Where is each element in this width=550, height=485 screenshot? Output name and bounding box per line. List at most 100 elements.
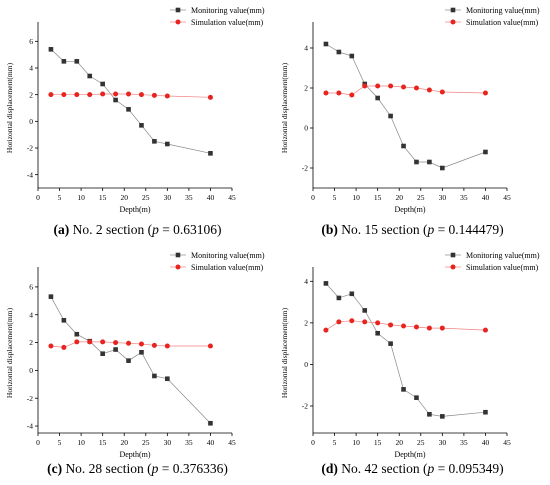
x-tick-label: 35	[460, 193, 468, 202]
caption-panel-label: (a)	[53, 222, 70, 237]
monitoring-point	[375, 330, 380, 336]
monitoring-point	[61, 59, 67, 64]
monitoring-point	[165, 376, 170, 382]
legend-label: Simulation value(mm)	[191, 263, 264, 272]
x-tick-label: 10	[77, 438, 85, 447]
simulation-point	[100, 339, 106, 345]
simulation-point	[439, 325, 445, 331]
simulation-point	[362, 83, 368, 89]
caption-section: No. 2 section (	[72, 222, 153, 237]
simulation-point	[349, 318, 355, 324]
caption-p-symbol: p	[427, 222, 435, 237]
x-tick-label: 25	[417, 193, 425, 202]
y-tick-label: 0	[304, 124, 308, 133]
simulation-point	[113, 91, 119, 97]
monitoring-point	[165, 141, 170, 147]
x-axis-title: Depth(m)	[119, 450, 150, 459]
x-tick-label: 0	[311, 193, 315, 202]
monitoring-point	[74, 331, 80, 337]
chart-panel-a: 0 5 10 15 20 25 30 35 40 45 -4 -2 0 2 4 6 Depth(m) Horizo…	[0, 0, 275, 240]
simulation-point	[151, 92, 157, 98]
simulation-point	[138, 341, 144, 347]
monitoring-point	[483, 409, 488, 415]
monitoring-point	[323, 41, 329, 47]
simulation-point	[482, 90, 488, 96]
simulation-point	[413, 85, 419, 91]
legend-marker-simulation	[175, 19, 181, 25]
x-axis-title: Depth(m)	[394, 450, 425, 459]
x-tick-label: 10	[77, 193, 85, 202]
monitoring-point	[388, 113, 393, 119]
chart-b-plot: 0 5 10 15 20 25 30 35 40 45 -2 0 2 4 Depth(m) Horizonta…	[280, 6, 540, 214]
simulation-point	[138, 92, 144, 98]
simulation-point	[151, 342, 157, 348]
x-tick-label: 30	[439, 193, 447, 202]
monitoring-point	[427, 411, 432, 417]
monitoring-point	[48, 47, 54, 52]
x-tick-label: 25	[142, 193, 150, 202]
monitoring-point	[74, 59, 80, 64]
monitoring-point	[113, 97, 118, 103]
monitoring-point	[414, 159, 419, 165]
x-tick-label: 40	[482, 193, 490, 202]
chart-panel-c: 0 5 10 15 20 25 30 35 40 45 -4 -2 0 2 4 6 Depth(m) Horizo…	[0, 245, 275, 485]
monitoring-point	[152, 139, 157, 144]
monitoring-point	[414, 395, 419, 400]
simulation-point	[375, 320, 381, 326]
y-tick-label: 2	[304, 84, 308, 93]
caption-p-value: = 0.144479)	[434, 222, 504, 237]
y-tick-label: -4	[27, 170, 33, 179]
monitoring-series-line	[325, 283, 486, 417]
y-tick-label: 6	[29, 283, 33, 292]
y-tick-label: 2	[29, 90, 33, 99]
monitoring-point	[48, 294, 54, 299]
simulation-point	[61, 344, 67, 350]
simulation-point	[61, 92, 67, 98]
y-axis-title: Horizontal displacement(mm)	[280, 62, 289, 153]
x-tick-label: 0	[36, 193, 40, 202]
simulation-point	[388, 322, 394, 328]
caption-section: No. 28 section (	[65, 461, 152, 476]
x-tick-label: 15	[99, 193, 107, 202]
simulation-point	[375, 83, 381, 89]
simulation-point	[74, 92, 80, 98]
simulation-point	[126, 340, 132, 346]
simulation-point	[87, 339, 93, 345]
simulation-point	[426, 87, 432, 93]
simulation-point	[388, 83, 394, 89]
caption-p-value: = 0.63106)	[158, 222, 222, 237]
x-axis-title: Depth(m)	[394, 205, 425, 214]
x-tick-label: 45	[228, 438, 236, 447]
chart-a-caption: (a) No. 2 section (p = 0.63106)	[0, 222, 275, 238]
monitoring-series-line	[325, 43, 486, 169]
y-tick-label: 4	[304, 277, 308, 286]
monitoring-point	[208, 420, 213, 426]
y-axis-title: Horizontal displacement(mm)	[5, 62, 14, 153]
y-tick-label: 0	[29, 366, 33, 375]
x-tick-label: 15	[99, 438, 107, 447]
x-tick-label: 15	[374, 193, 382, 202]
x-tick-label: 25	[142, 438, 150, 447]
y-tick-label: 2	[29, 338, 33, 347]
x-tick-label: 25	[417, 438, 425, 447]
x-tick-label: 0	[311, 438, 315, 447]
monitoring-point	[440, 414, 445, 419]
y-tick-label: -2	[302, 402, 308, 411]
caption-p-symbol: p	[151, 461, 159, 476]
y-tick-label: 4	[29, 310, 33, 319]
x-tick-label: 10	[352, 193, 360, 202]
caption-section: No. 15 section (	[341, 222, 428, 237]
x-tick-label: 5	[333, 193, 337, 202]
x-tick-label: 35	[185, 193, 193, 202]
y-tick-label: -2	[302, 164, 308, 173]
y-tick-label: -2	[27, 394, 33, 403]
chart-d-caption: (d) No. 42 section (p = 0.095349)	[275, 461, 550, 477]
simulation-point	[164, 93, 170, 99]
legend-marker-simulation	[450, 19, 456, 25]
legend-marker-simulation	[450, 264, 456, 270]
y-tick-label: 4	[29, 64, 33, 73]
simulation-point	[113, 340, 119, 346]
simulation-point	[401, 84, 407, 90]
caption-panel-label: (c)	[47, 461, 63, 476]
chart-b-caption: (b) No. 15 section (p = 0.144479)	[275, 222, 550, 238]
